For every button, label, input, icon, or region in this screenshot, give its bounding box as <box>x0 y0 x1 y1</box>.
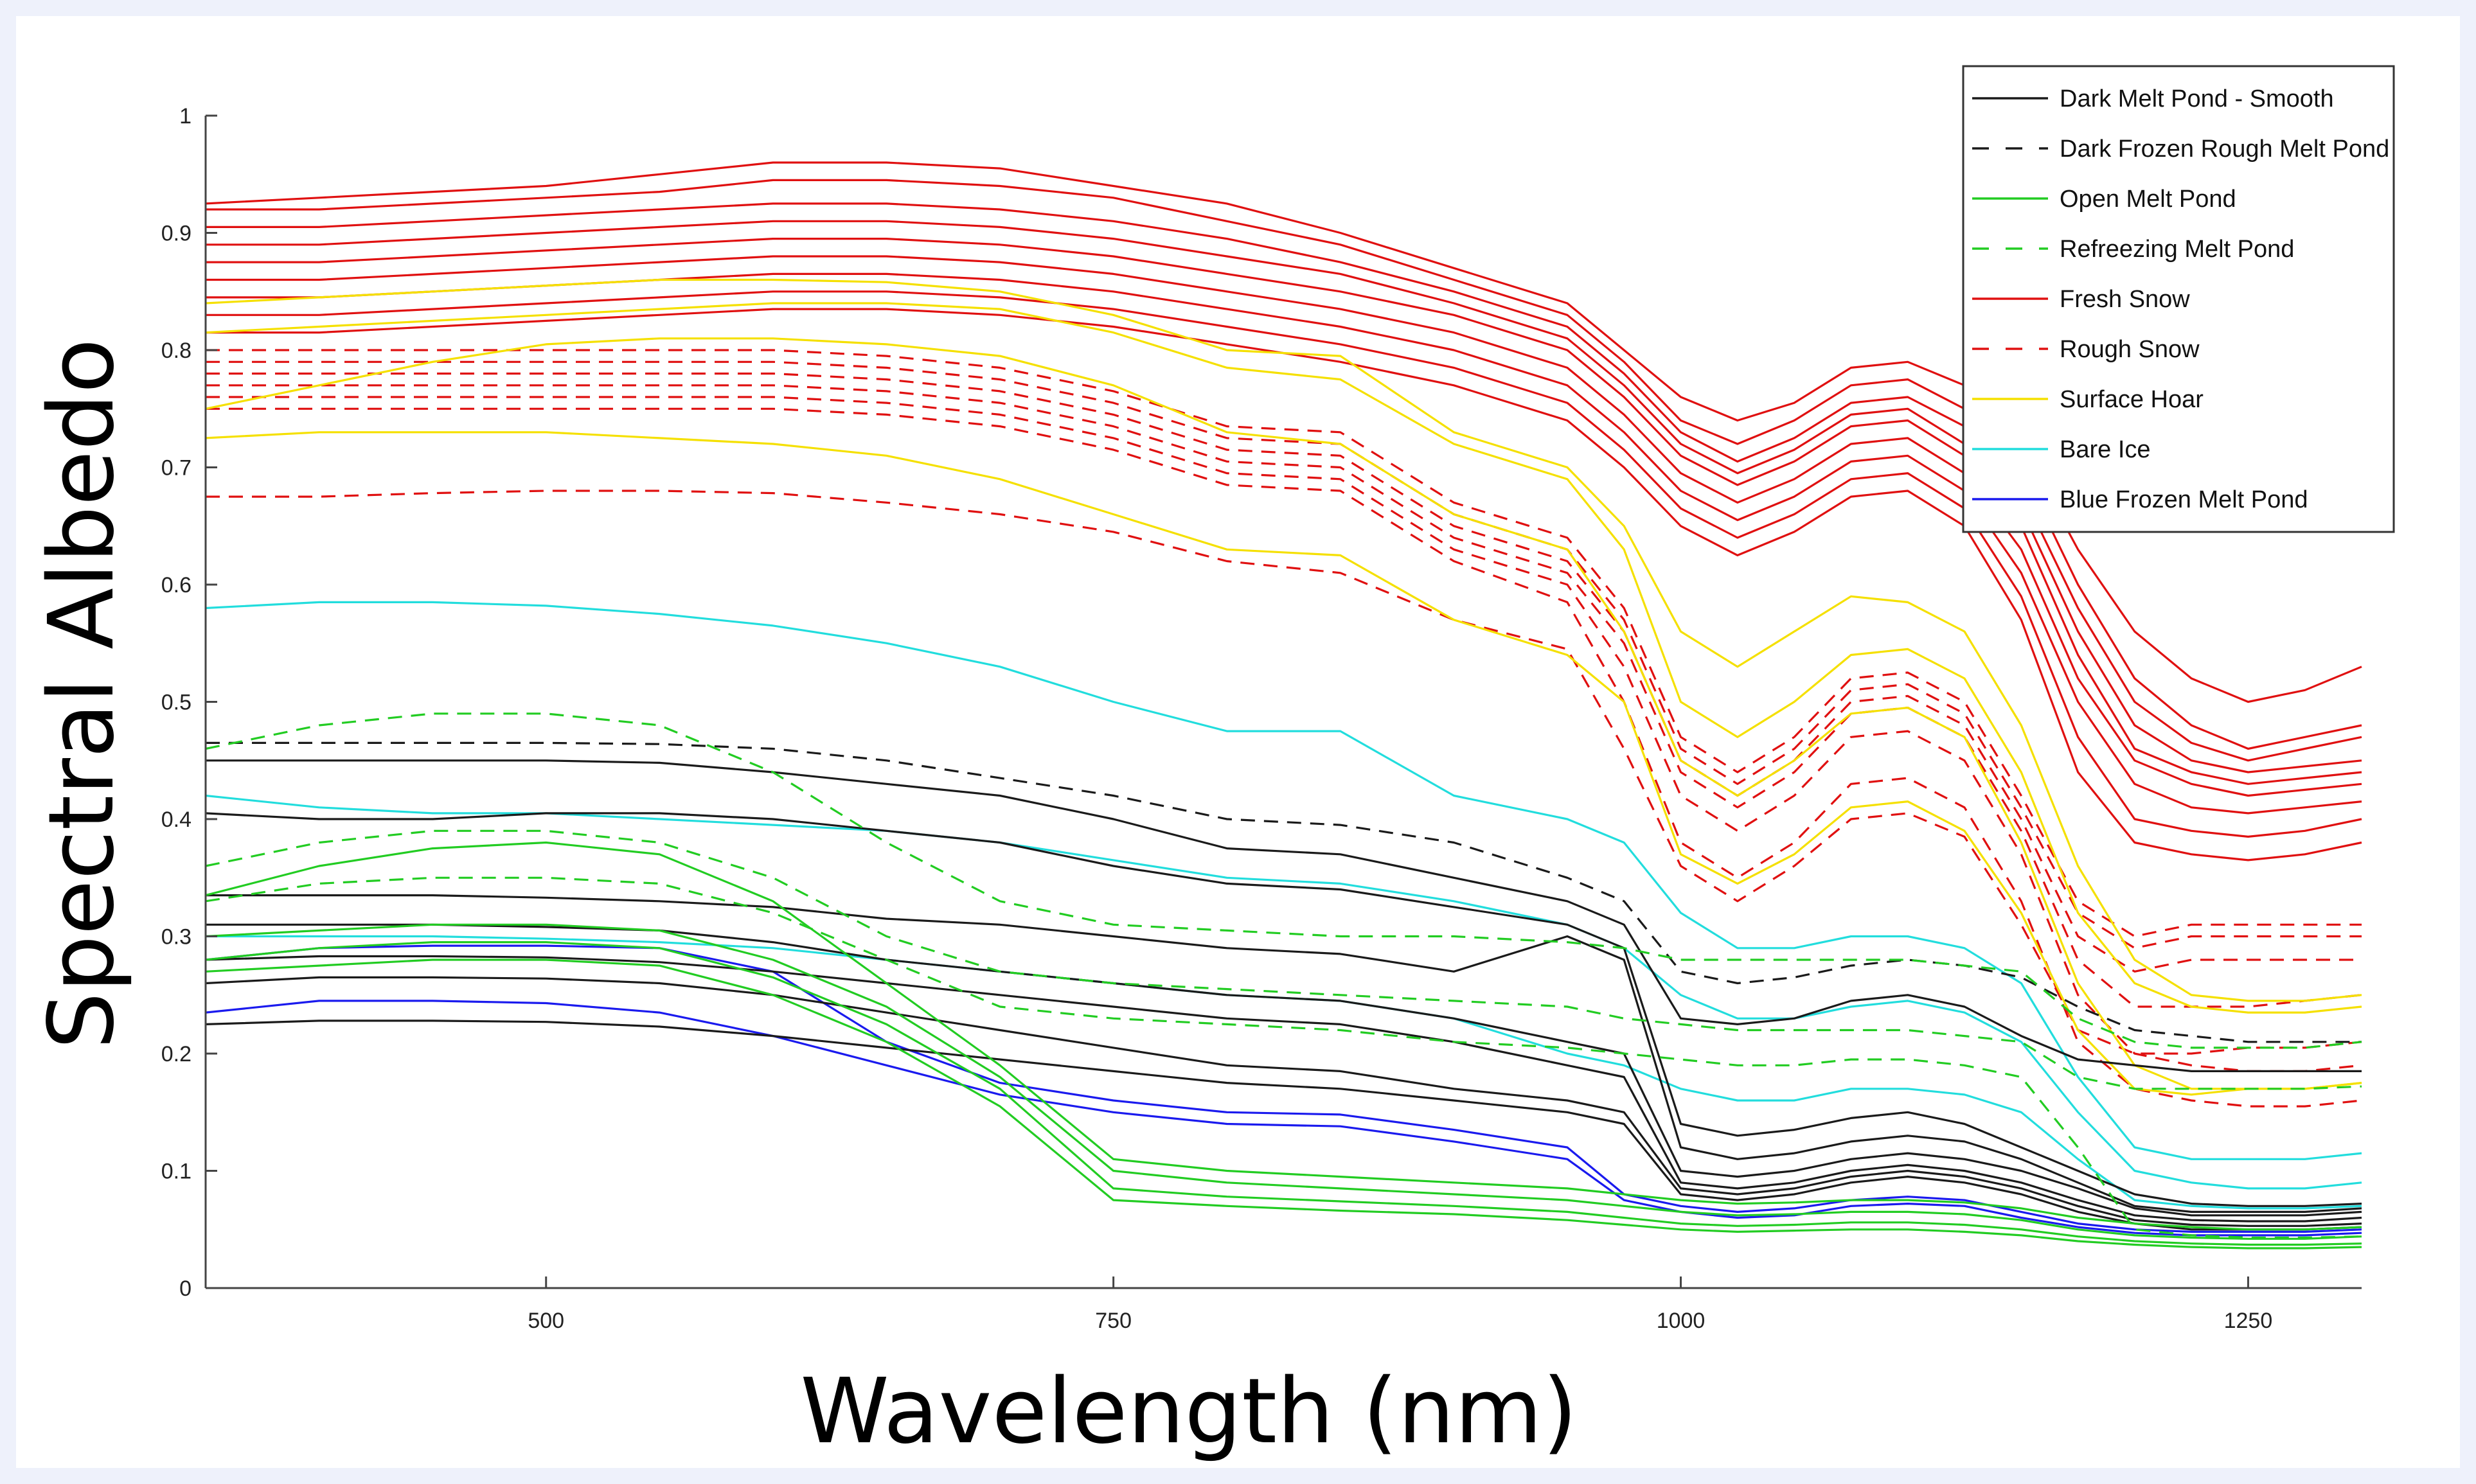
series-line-rough-snow-15 <box>206 490 2362 1055</box>
legend: Dark Melt Pond - Smooth Dark Frozen Rough… <box>1962 65 2395 533</box>
y-tick-label: 0.3 <box>161 925 191 950</box>
series-line-bare-ice-20 <box>205 601 2362 1160</box>
series-line-open-melt-pond-36 <box>205 841 2362 1231</box>
series-line-dark-melt-pond-smooth-25 <box>206 759 2362 1073</box>
series-line-dark-frozen-rough-melt-pond-32 <box>206 741 2362 1043</box>
y-tick-label: 0.8 <box>161 339 191 363</box>
series-line-dark-melt-pond-smooth-27 <box>206 894 2362 1214</box>
series-line-rough-snow-13 <box>206 396 2362 1073</box>
legend-label: Bare Ice <box>2060 436 2151 463</box>
y-tick-label: 0.4 <box>161 808 191 832</box>
series-line-fresh-snow-5 <box>206 255 2362 797</box>
legend-label: Dark Melt Pond - Smooth <box>2060 85 2334 112</box>
x-tick-label: 1250 <box>2224 1309 2273 1333</box>
series-line-surface-hoar-16 <box>205 278 2362 1002</box>
spectral-albedo-chart: 0 0.1 0.2 0.3 0.4 0.5 0.6 0.7 0.8 0.9 1 500 750 1000 1… <box>30 65 2395 1464</box>
series-line-refreezing-melt-pond-37 <box>205 712 2362 1049</box>
y-tick-label: 0.2 <box>161 1042 191 1066</box>
series-line-blue-frozen-melt-pond-24 <box>205 1000 2362 1237</box>
ticks-layer: 0 0.1 0.2 0.3 0.4 0.5 0.6 0.7 0.8 0.9 1 500 750 1000 1… <box>161 104 2273 1333</box>
series-line-open-melt-pond-34 <box>205 941 2362 1246</box>
x-axis-title: Wavelength (nm) <box>800 1359 1577 1464</box>
series-line-bare-ice-22 <box>206 935 2362 1210</box>
series-line-dark-melt-pond-smooth-31 <box>205 1020 2362 1231</box>
chart-figure: 0 0.1 0.2 0.3 0.4 0.5 0.6 0.7 0.8 0.9 1 500 750 1000 1… <box>16 16 2460 1468</box>
series-line-surface-hoar-19 <box>205 431 2362 1096</box>
series-line-fresh-snow-7 <box>206 290 2362 838</box>
series-line-fresh-snow-4 <box>206 238 2362 785</box>
x-tick-label: 1000 <box>1657 1309 1706 1333</box>
series-line-fresh-snow-3 <box>206 220 2362 773</box>
y-tick-label: 0.6 <box>161 573 191 597</box>
legend-label: Dark Frozen Rough Melt Pond <box>2060 136 2389 163</box>
series-line-rough-snow-12 <box>206 384 2362 1008</box>
legend-label: Blue Frozen Melt Pond <box>2060 486 2308 513</box>
y-tick-label: 0.1 <box>161 1160 191 1184</box>
legend-label: Rough Snow <box>2060 336 2200 363</box>
series-line-dark-melt-pond-smooth-29 <box>205 955 2362 1223</box>
x-tick-label: 500 <box>528 1309 564 1333</box>
series-line-fresh-snow-6 <box>206 272 2362 815</box>
series-line-fresh-snow-0 <box>205 161 2362 703</box>
series-line-surface-hoar-17 <box>205 302 2362 1014</box>
series-line-fresh-snow-2 <box>206 202 2362 762</box>
series-line-fresh-snow-8 <box>206 308 2362 861</box>
series-line-open-melt-pond-35 <box>205 958 2362 1250</box>
legend-label: Refreezing Melt Pond <box>2060 236 2294 263</box>
series-line-fresh-snow-1 <box>206 179 2362 750</box>
series-line-dark-melt-pond-smooth-28 <box>206 923 2362 1217</box>
series-line-rough-snow-10 <box>206 360 2362 950</box>
series-line-rough-snow-9 <box>206 349 2362 938</box>
legend-label: Fresh Snow <box>2060 286 2190 313</box>
series-line-dark-melt-pond-smooth-30 <box>205 976 2362 1227</box>
series-layer <box>205 161 2362 1250</box>
x-tick-label: 750 <box>1095 1309 1132 1333</box>
series-line-refreezing-melt-pond-38 <box>205 829 2362 1090</box>
series-line-refreezing-melt-pond-39 <box>205 876 2362 1239</box>
series-line-open-melt-pond-33 <box>205 923 2362 1240</box>
series-line-surface-hoar-18 <box>205 337 2362 1090</box>
y-tick-label: 0.9 <box>161 222 191 246</box>
y-tick-label: 0 <box>179 1276 191 1301</box>
legend-label: Open Melt Pond <box>2060 186 2236 213</box>
y-tick-label: 1 <box>179 104 191 128</box>
legend-label: Surface Hoar <box>2060 386 2204 413</box>
legend-items: Dark Melt Pond - Smooth Dark Frozen Rough… <box>1972 85 2389 513</box>
y-tick-label: 0.5 <box>161 691 191 715</box>
y-tick-label: 0.7 <box>161 456 191 481</box>
y-axis-title: Spectral Albedo <box>30 339 134 1050</box>
